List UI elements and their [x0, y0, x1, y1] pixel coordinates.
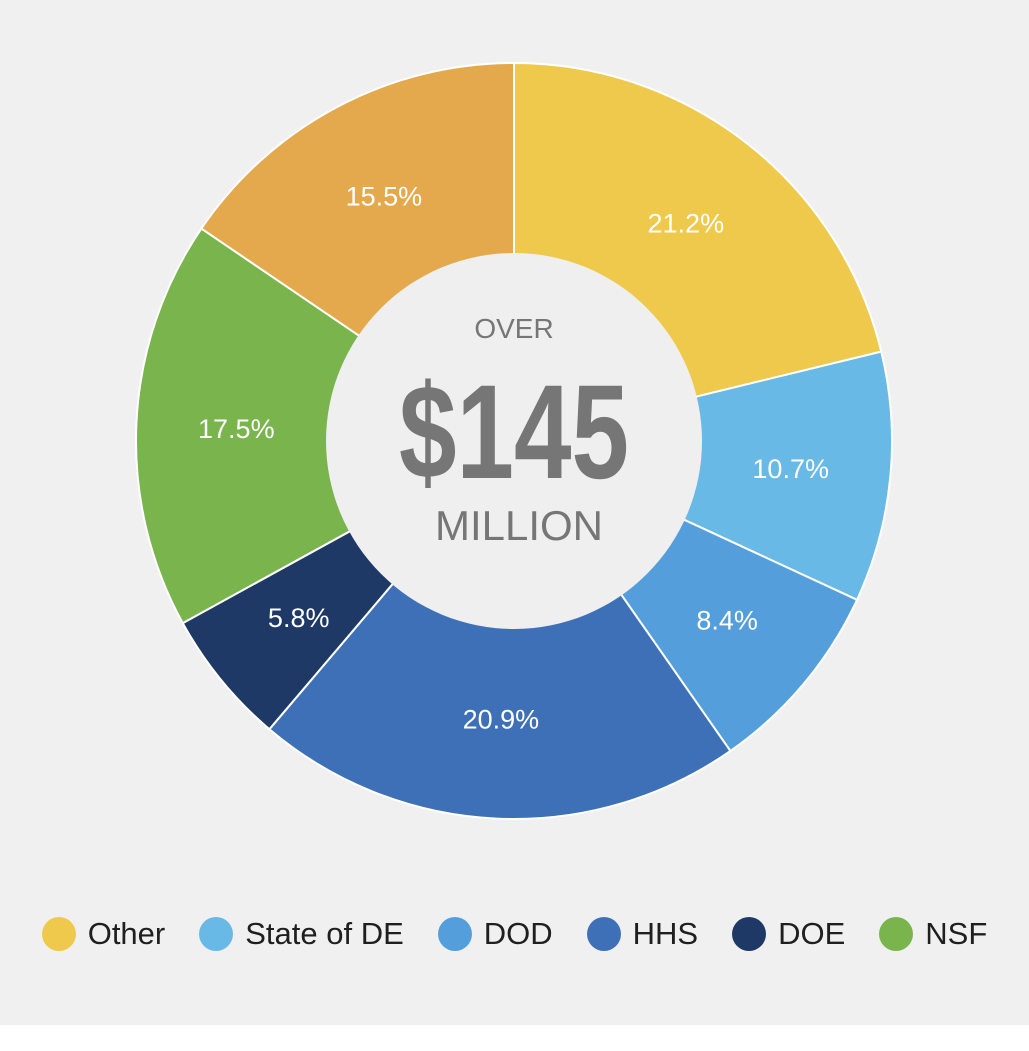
center-million-text: MILLION [435, 502, 603, 549]
legend-swatch-other [41, 917, 76, 951]
slice-label-state-of-de: 10.7% [752, 454, 829, 484]
slice-state-of-de [510, 350, 893, 602]
legend-label-other: Other [87, 916, 166, 951]
donut-hole [326, 253, 702, 629]
slice-label-other: 21.2% [648, 208, 725, 238]
legend-item-dod: DOD [437, 916, 553, 952]
legend-swatch-hhs [586, 917, 621, 951]
slice-label-doe: 5.8% [268, 603, 330, 633]
chart-panel: 21.2% 10.7% 8.4% 20.9% 5.8% 17.5% 15.5% OVER $… [0, 0, 1029, 1025]
center-over-text: OVER [474, 313, 553, 344]
slice-nsf [135, 227, 516, 625]
slice-label-hhs: 20.9% [463, 705, 540, 735]
legend-swatch-nsf [879, 917, 914, 951]
legend-label-nsf: NSF [925, 916, 988, 951]
legend-swatch-state-of-de [199, 917, 234, 951]
legend-item-nsf: NSF [879, 916, 987, 952]
legend-label-dod: DOD [483, 916, 553, 951]
legend-label-hhs: HHS [632, 916, 699, 951]
legend-label-state-of-de: State of DE [245, 916, 404, 951]
slice-label-group: 21.2% 10.7% 8.4% 20.9% 5.8% 17.5% 15.5% [198, 181, 829, 734]
slice-hhs [268, 439, 732, 820]
center-amount-text: $145 [399, 358, 629, 507]
legend-label-doe: DOE [778, 916, 846, 951]
legend-swatch-doe [732, 917, 767, 951]
donut-chart: 21.2% 10.7% 8.4% 20.9% 5.8% 17.5% 15.5% OVER $… [135, 61, 893, 820]
legend-item-hhs: HHS [586, 916, 699, 952]
legend-item-other: Other [41, 916, 166, 952]
legend-item-doe: DOE [732, 916, 845, 952]
slice-label-unlabeled: 15.5% [346, 181, 423, 211]
legend-swatch-dod [437, 917, 472, 951]
slice-label-nsf: 17.5% [198, 414, 275, 444]
legend-item-state-of-de: State of DE [199, 916, 404, 952]
slice-label-dod: 8.4% [696, 606, 758, 636]
legend: Other State of DE DOD HHS DOE NSF [0, 908, 1029, 960]
